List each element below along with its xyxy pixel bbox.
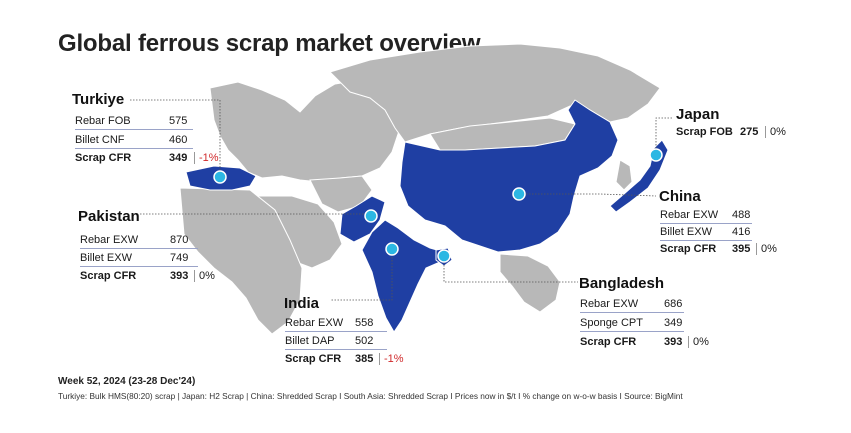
change-badge: 0% [765, 126, 786, 138]
bangladesh-marker [437, 249, 451, 263]
price-label: Rebar FOB [75, 115, 131, 127]
china-leader [520, 193, 657, 197]
change-badge: 0% [194, 270, 215, 282]
scrap-label: Scrap CFR [285, 353, 342, 365]
week-label: Week 52, 2024 (23-28 Dec'24) [58, 376, 196, 387]
price-value: 460 [169, 134, 188, 146]
scrap-value: 393 [170, 270, 189, 282]
india-leader [330, 248, 393, 301]
price-row: Billet EXW 416 [660, 224, 752, 241]
price-label: Billet EXW [660, 226, 712, 238]
turkiye-marker [213, 170, 227, 184]
pakistan-marker [364, 209, 378, 223]
price-row: Rebar EXW 558 [285, 315, 387, 332]
price-row: Rebar EXW 488 [660, 207, 752, 224]
price-row: Sponge CPT 349 [580, 315, 684, 332]
country-name: Turkiye [72, 91, 125, 108]
japan-leader [655, 117, 672, 154]
price-value: 502 [355, 335, 374, 347]
country-name: Japan [676, 106, 720, 123]
africa-land [179, 187, 303, 335]
footnote: Turkiye: Bulk HMS(80:20) scrap | Japan: … [58, 391, 683, 401]
europe-land [209, 79, 401, 183]
china-marker [512, 187, 526, 201]
korea-land [615, 159, 633, 191]
price-label: Billet EXW [80, 252, 132, 264]
country-name: China [659, 188, 701, 205]
price-label: Rebar EXW [80, 234, 139, 246]
price-label: Rebar EXW [580, 298, 639, 310]
sea-land [499, 253, 561, 313]
country-name: Bangladesh [579, 275, 665, 292]
scrap-label: Scrap CFR [75, 152, 132, 164]
change-badge: -1% [194, 152, 219, 164]
scrap-label: Scrap CFR [80, 270, 137, 282]
scrap-label: Scrap CFR [580, 336, 637, 348]
scrap-label: Scrap FOB [676, 126, 733, 138]
india-marker [385, 242, 399, 256]
price-label: Billet CNF [75, 134, 125, 146]
china-shape [399, 99, 619, 253]
india-shape [361, 219, 445, 333]
price-label: Rebar EXW [285, 317, 344, 329]
change-badge: -1% [379, 353, 404, 365]
scrap-row: Scrap CFR 349 -1% [75, 150, 219, 166]
price-label: Billet DAP [285, 335, 335, 347]
scrap-value: 275 [740, 126, 759, 138]
price-value: 870 [170, 234, 189, 246]
scrap-row: Scrap CFR 393 0% [580, 334, 720, 350]
price-value: 575 [169, 115, 188, 127]
price-value: 349 [664, 317, 683, 329]
price-label: Rebar EXW [660, 209, 719, 221]
price-row: Billet DAP 502 [285, 333, 387, 350]
scrap-label: Scrap CFR [660, 243, 717, 255]
price-row: Billet EXW 749 [80, 250, 198, 267]
price-row: Billet CNF 460 [75, 132, 193, 149]
price-value: 488 [732, 209, 751, 221]
price-row: Rebar EXW 686 [580, 296, 684, 313]
scrap-value: 349 [169, 152, 188, 164]
scrap-value: 393 [664, 336, 683, 348]
page-title: Global ferrous scrap market overview [58, 30, 481, 57]
scrap-row: Scrap CFR 385 -1% [285, 351, 415, 367]
price-value: 686 [664, 298, 683, 310]
price-value: 558 [355, 317, 374, 329]
price-value: 749 [170, 252, 189, 264]
price-row: Rebar EXW 870 [80, 232, 198, 249]
scrap-value: 395 [732, 243, 751, 255]
bangladesh-leader [443, 256, 578, 283]
scrap-row: Scrap CFR 393 0% [80, 268, 220, 284]
change-badge: 0% [756, 243, 777, 255]
country-name: Pakistan [78, 208, 140, 225]
change-badge: 0% [688, 336, 709, 348]
caspian-region-land [309, 175, 373, 213]
country-name: India [284, 295, 320, 312]
price-label: Sponge CPT [580, 317, 643, 329]
price-row: Rebar FOB 575 [75, 113, 193, 130]
price-value: 416 [732, 226, 751, 238]
pakistan-shape [339, 195, 386, 243]
scrap-value: 385 [355, 353, 374, 365]
turkiye-leader [130, 99, 221, 176]
japan-marker [649, 148, 663, 162]
scrap-row: Scrap FOB 275 0% [676, 124, 796, 140]
scrap-row: Scrap CFR 395 0% [660, 241, 790, 257]
